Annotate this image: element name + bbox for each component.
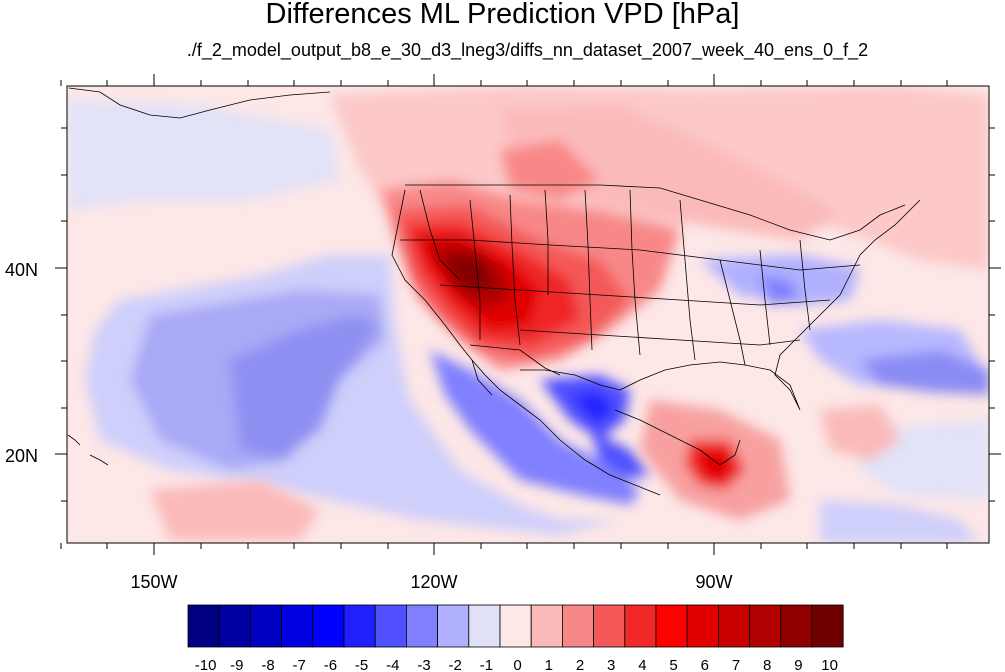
colorbar-label: -5 (355, 657, 368, 672)
colorbar-swatch (686, 604, 719, 648)
x-tick-label: 120W (410, 572, 457, 592)
x-tick-label: 150W (130, 572, 177, 592)
colorbar-label: -8 (261, 657, 274, 672)
colorbar-label: -9 (230, 657, 243, 672)
colorbar-swatch (374, 604, 407, 648)
colorbar-label: 9 (794, 657, 802, 672)
map-title: Differences ML Prediction VPD [hPa] (265, 0, 740, 30)
colorbar-swatch (218, 604, 251, 648)
colorbar-swatch (281, 604, 314, 648)
colorbar-swatch (593, 604, 626, 648)
colorbar-label: 4 (638, 657, 646, 672)
colorbar-label: -10 (195, 657, 217, 672)
colorbar-swatch (437, 604, 470, 648)
colorbar-label: -2 (449, 657, 462, 672)
colorbar-swatch (811, 604, 844, 648)
colorbar-swatch (655, 604, 688, 648)
colorbar-swatch (187, 604, 220, 648)
x-tick-label: 90W (695, 572, 732, 592)
colorbar-swatch (530, 604, 563, 648)
colorbar-label: 5 (669, 657, 677, 672)
colorbar-swatch (343, 604, 376, 648)
colorbar-swatch (749, 604, 782, 648)
colorbar-swatch (249, 604, 282, 648)
colorbar-label: -7 (293, 657, 306, 672)
colorbar-label: 6 (701, 657, 709, 672)
colorbar-swatch (468, 604, 501, 648)
positive-anomaly-regions (150, 86, 989, 540)
colorbar-labels: -10 -9 -8 -7 -6 -5 -4 -3 -2 -1 0 1 2 3 4 5 6 7 8 9 10 (195, 657, 838, 672)
axis-ticks (55, 74, 1001, 555)
y-tick-label: 40N (5, 260, 38, 280)
colorbar-swatch (405, 604, 438, 648)
map-subtitle: ./f_2_model_output_b8_e_30_d3_lneg3/diff… (186, 40, 869, 60)
colorbar-label: 0 (513, 657, 521, 672)
colorbar-label: -3 (417, 657, 430, 672)
y-tick-label: 20N (5, 446, 38, 466)
colorbar-label: 8 (763, 657, 771, 672)
colorbar-label: 1 (545, 657, 553, 672)
colorbar-label: -1 (480, 657, 493, 672)
negative-anomaly-regions (67, 100, 989, 543)
colorbar (187, 604, 844, 648)
colorbar-label: 10 (821, 657, 838, 672)
coastlines-and-borders (67, 87, 921, 496)
colorbar-swatch (499, 604, 532, 648)
colorbar-label: 2 (576, 657, 584, 672)
colorbar-swatch (718, 604, 751, 648)
colorbar-swatch (562, 604, 595, 648)
colorbar-label: 7 (732, 657, 740, 672)
colorbar-swatch (312, 604, 345, 648)
colorbar-label: -6 (324, 657, 337, 672)
colorbar-label: -4 (386, 657, 399, 672)
colorbar-swatch (624, 604, 657, 648)
colorbar-swatch (780, 604, 813, 648)
colorbar-label: 3 (607, 657, 615, 672)
